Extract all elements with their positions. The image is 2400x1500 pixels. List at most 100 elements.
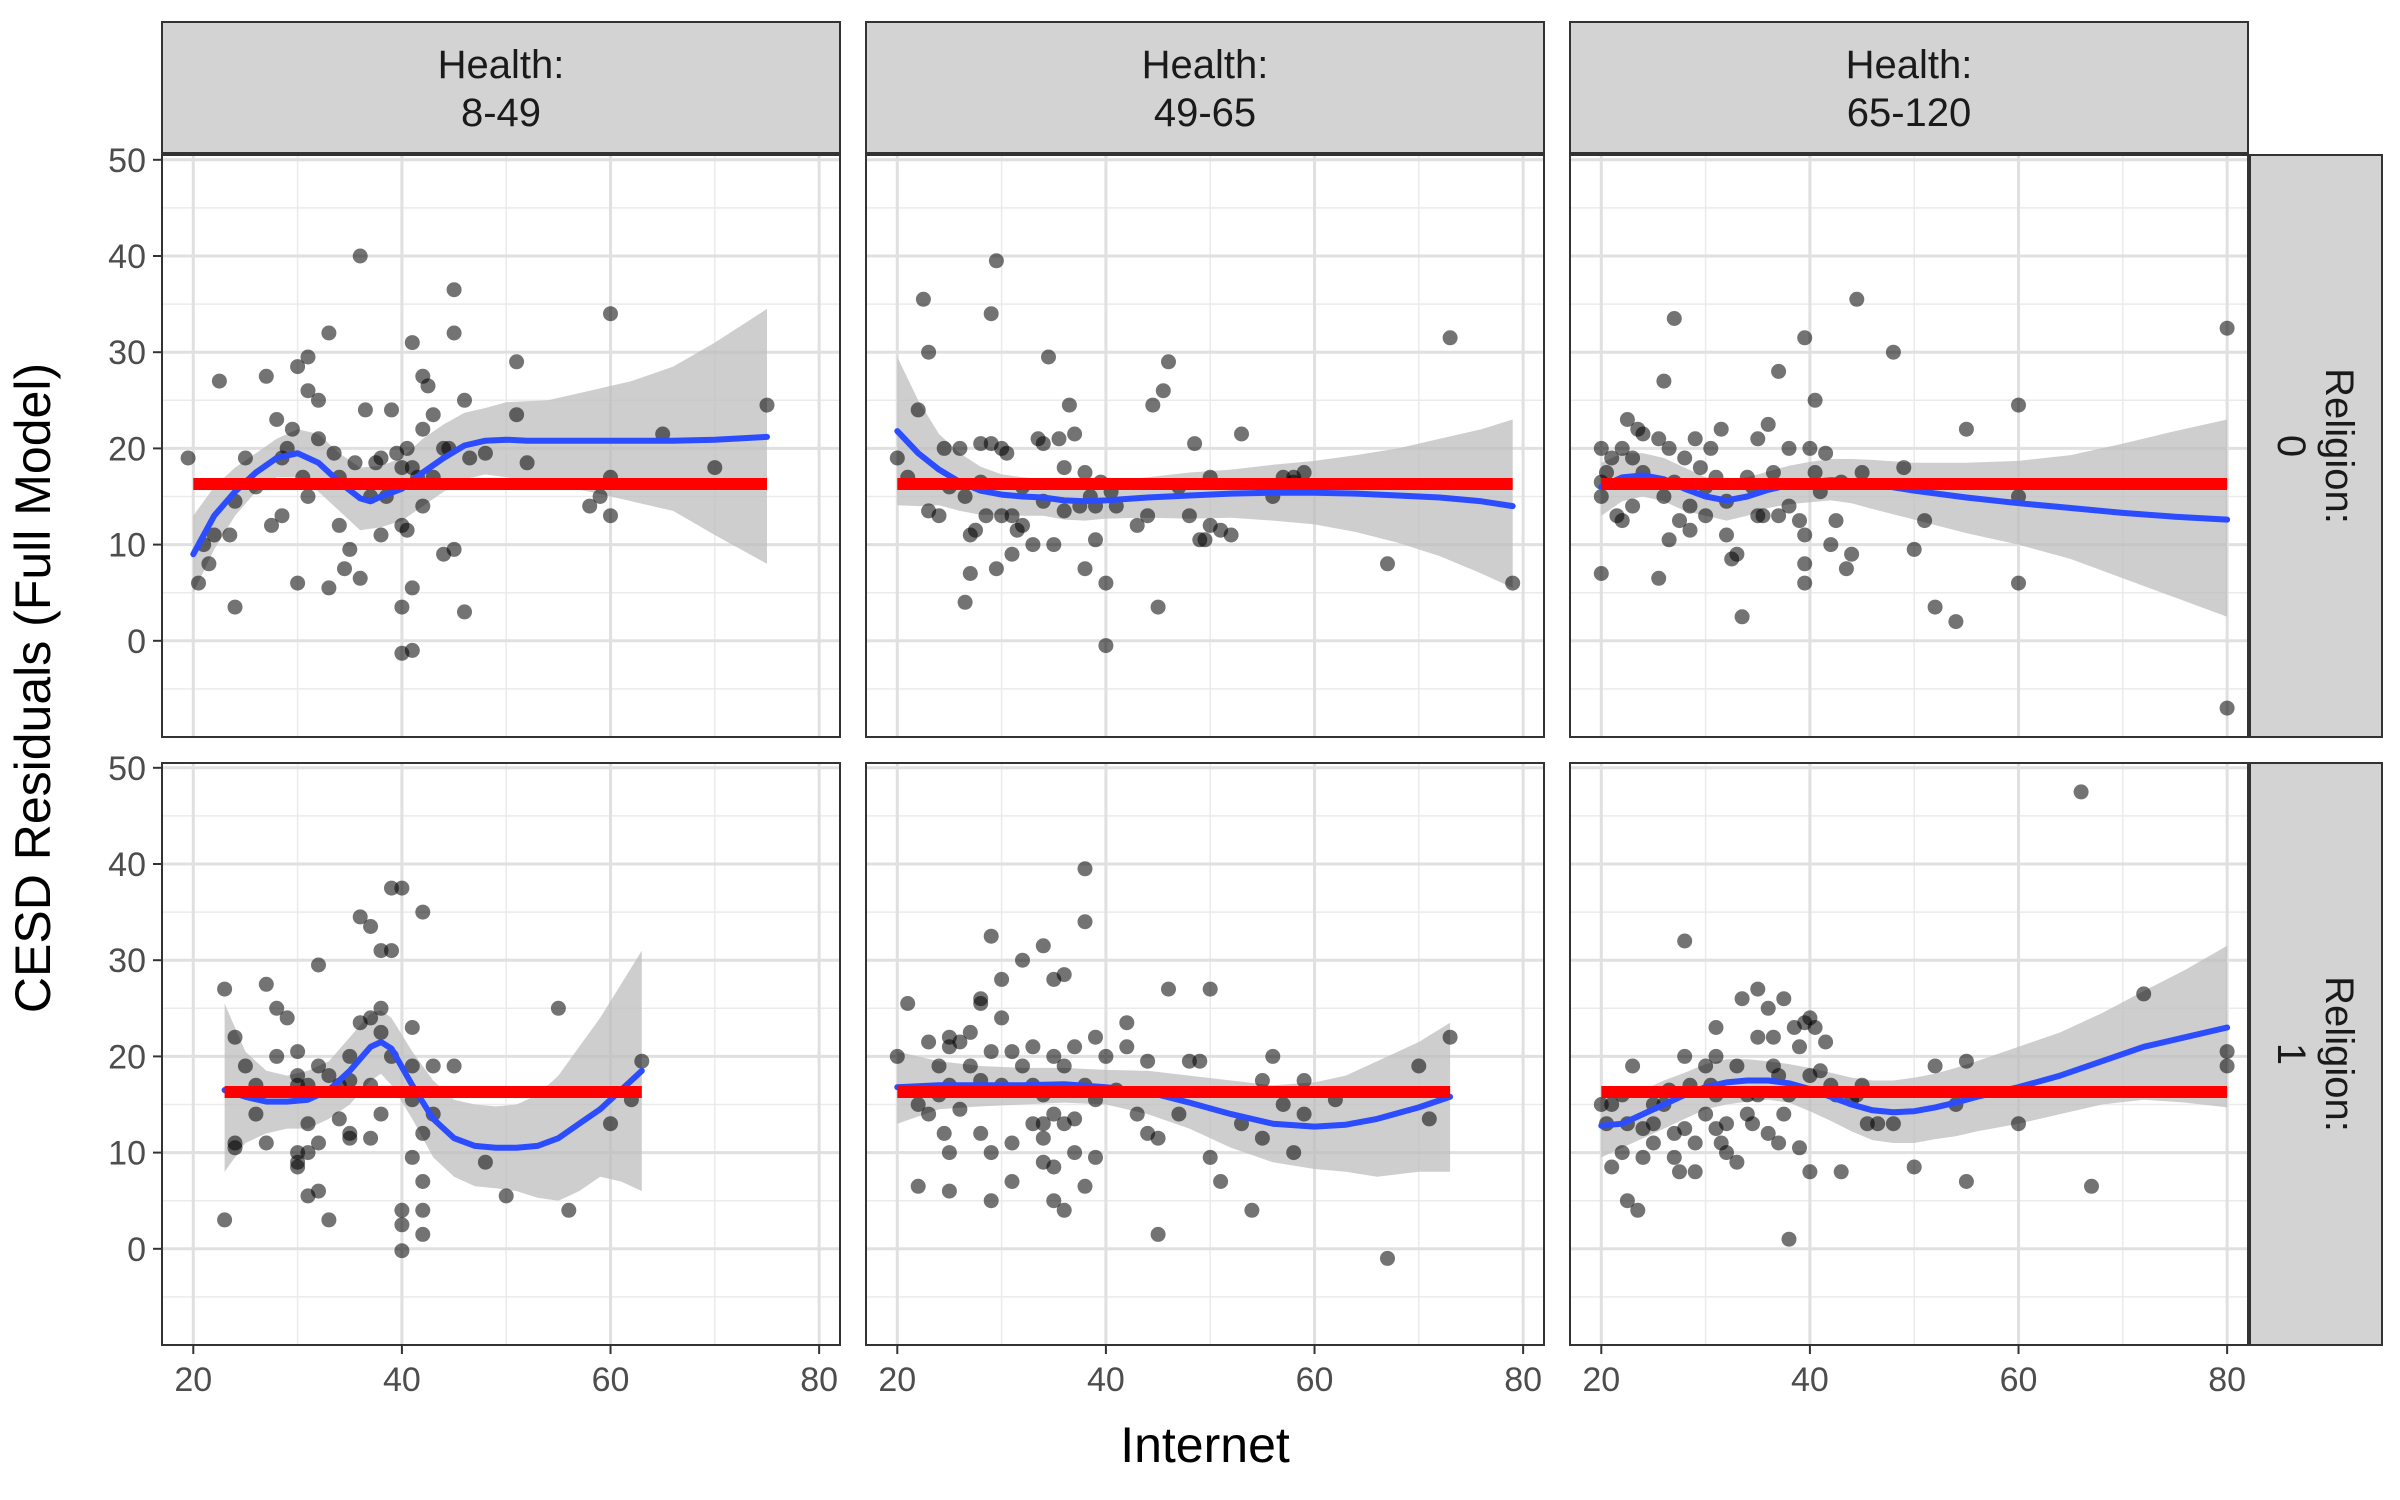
data-point: [1698, 508, 1714, 524]
data-point: [978, 508, 994, 524]
x-tick-label: 60: [2000, 1361, 2038, 1399]
data-point: [592, 489, 608, 504]
data-point: [550, 1000, 566, 1016]
data-point: [462, 450, 478, 466]
data-point: [1896, 460, 1912, 476]
data-point: [1067, 1039, 1083, 1055]
data-point: [1927, 599, 1943, 615]
data-point: [415, 498, 431, 514]
data-point: [1797, 330, 1813, 346]
x-tick-label: 40: [383, 1361, 421, 1399]
data-point: [994, 508, 1010, 524]
data-point: [1687, 431, 1703, 447]
data-point: [603, 1116, 618, 1132]
data-point: [1051, 431, 1067, 447]
data-point: [1098, 575, 1114, 591]
data-point: [1411, 1058, 1427, 1074]
data-point: [1838, 561, 1854, 577]
data-point: [373, 527, 389, 543]
data-point: [1234, 426, 1249, 442]
data-point: [1098, 1048, 1114, 1064]
data-point: [952, 1101, 968, 1117]
data-point: [415, 1202, 431, 1218]
data-point: [1181, 508, 1197, 524]
data-point: [1421, 1111, 1437, 1127]
data-point: [988, 561, 1004, 577]
x-tick-label: 60: [592, 1361, 630, 1399]
data-point: [936, 440, 952, 456]
data-point: [477, 1154, 493, 1170]
data-point: [1661, 532, 1677, 548]
data-point: [457, 604, 472, 620]
data-point: [1760, 1000, 1776, 1016]
data-point: [394, 880, 410, 896]
data-point: [1765, 1029, 1781, 1045]
data-point: [1161, 981, 1176, 997]
data-point: [1088, 1149, 1103, 1165]
data-point: [1056, 1202, 1072, 1218]
data-point: [910, 402, 926, 418]
x-tick-label: 80: [2208, 1361, 2246, 1399]
data-point: [1760, 416, 1776, 432]
data-point: [1004, 1135, 1020, 1151]
smooth-line: [894, 1081, 1454, 1130]
data-point: [1859, 1116, 1875, 1132]
data-point: [357, 402, 373, 418]
data-point: [952, 1034, 968, 1050]
data-point: [2011, 397, 2026, 413]
data-point: [415, 904, 431, 920]
data-point: [957, 594, 973, 610]
data-point: [1067, 1111, 1083, 1127]
data-point: [227, 599, 243, 615]
data-point: [1797, 556, 1813, 572]
data-point: [352, 248, 368, 264]
panel-content: [217, 880, 650, 1259]
data-point: [1771, 508, 1787, 524]
column-strip-label: Health:: [1142, 43, 1269, 87]
data-point: [1505, 575, 1521, 591]
data-point: [373, 1106, 389, 1122]
data-point: [1776, 1106, 1792, 1122]
data-point: [1682, 522, 1698, 538]
data-point: [759, 397, 775, 413]
y-tick-label: 20: [108, 430, 146, 468]
x-tick-label: 20: [174, 1361, 212, 1399]
data-point: [1719, 1145, 1734, 1161]
data-point: [326, 445, 342, 461]
data-point: [1661, 440, 1677, 456]
data-point: [1077, 561, 1093, 577]
data-point: [1781, 498, 1797, 514]
data-point: [2011, 1116, 2026, 1132]
panel-content: [1593, 291, 2235, 716]
data-point: [404, 580, 420, 596]
data-point: [1296, 465, 1312, 480]
data-point: [983, 928, 999, 944]
data-point: [1213, 1174, 1229, 1189]
data-point: [983, 1145, 999, 1161]
panel-border: [161, 762, 841, 1346]
data-point: [1958, 1053, 1974, 1069]
data-point: [404, 1149, 420, 1165]
data-point: [237, 1058, 253, 1074]
x-tick-label: 40: [1087, 1361, 1125, 1399]
panels-layer: [161, 154, 2249, 1346]
data-point: [941, 1145, 957, 1161]
x-tick-label: 80: [800, 1361, 838, 1399]
data-point: [1614, 1145, 1630, 1161]
data-point: [1025, 1116, 1041, 1132]
data-point: [300, 383, 316, 399]
data-point: [1713, 421, 1729, 437]
data-point: [1802, 1164, 1818, 1180]
data-point: [311, 1183, 326, 1199]
data-point: [1056, 503, 1072, 519]
data-point: [1129, 1106, 1145, 1122]
data-point: [509, 354, 525, 370]
data-point: [1708, 1048, 1724, 1064]
data-point: [983, 1044, 999, 1060]
data-point: [1833, 1164, 1849, 1180]
data-point: [1150, 1130, 1166, 1146]
data-point: [1161, 354, 1176, 370]
data-point: [1254, 1073, 1270, 1088]
data-point: [1677, 1048, 1693, 1064]
data-point: [509, 407, 525, 423]
